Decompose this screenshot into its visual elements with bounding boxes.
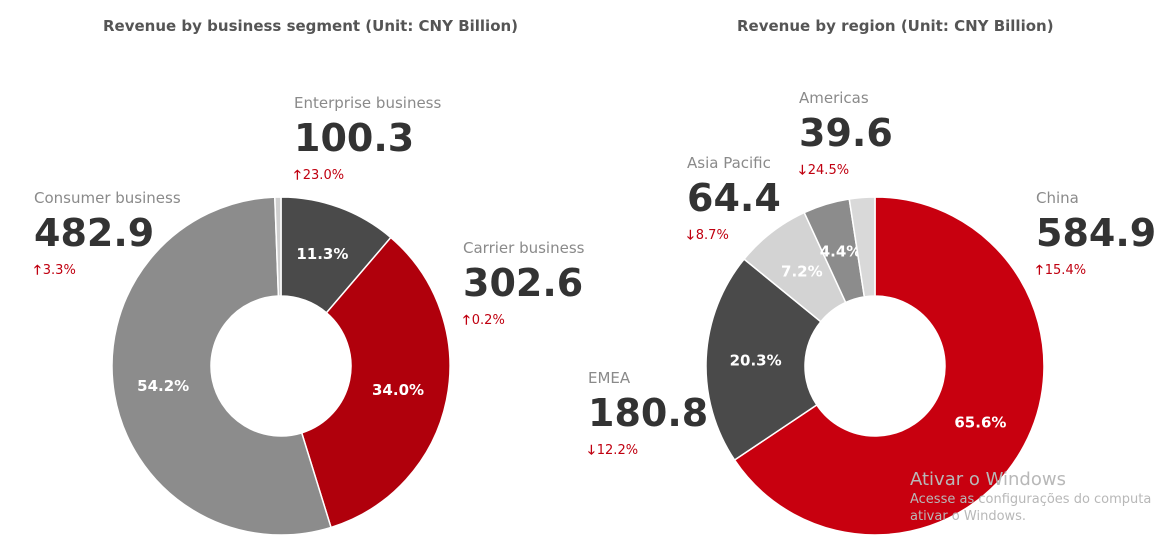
callout-name: Americas xyxy=(799,89,869,107)
callout-name: EMEA xyxy=(588,369,631,387)
callout-asia-pacific: Asia Pacific 64.4 🡓 8.7% xyxy=(687,154,781,248)
callout-name: Enterprise business xyxy=(294,94,442,112)
callout-name: Asia Pacific xyxy=(687,154,771,172)
donut-slice-carrier-business xyxy=(300,236,451,529)
callout-americas: Americas 39.6 🡓 24.5% xyxy=(799,89,893,183)
watermark-line: ativar o Windows. xyxy=(910,509,1027,524)
arrow-up-icon: 🡑 xyxy=(1036,263,1043,278)
slice-percent-label: 20.3% xyxy=(730,351,782,369)
slice-percent-label: 7.2% xyxy=(781,263,823,281)
arrow-down-icon: 🡓 xyxy=(799,163,806,178)
arrow-up-icon: 🡑 xyxy=(294,168,301,183)
callout-enterprise: Enterprise business 100.3 🡑 23.0% xyxy=(294,94,441,188)
callout-name: China xyxy=(1036,189,1079,207)
arrow-up-icon: 🡑 xyxy=(463,313,470,328)
donut-slice-other xyxy=(848,196,876,298)
callout-value: 584.9 xyxy=(1036,211,1155,255)
region-chart-title: Revenue by region (Unit: CNY Billion) xyxy=(737,17,1054,35)
slice-percent-label: 65.6% xyxy=(954,413,1006,431)
callout-change: 🡑 0.2% xyxy=(463,313,505,328)
callout-carrier: Carrier business 302.6 🡑 0.2% xyxy=(463,239,584,333)
donut-slice-other xyxy=(274,196,282,297)
callout-value: 302.6 xyxy=(463,261,584,305)
callout-change: 🡓 8.7% xyxy=(687,228,729,243)
callout-value: 39.6 xyxy=(799,111,893,155)
watermark-title: Ativar o Windows xyxy=(910,469,1066,490)
arrow-down-icon: 🡓 xyxy=(687,228,694,243)
windows-activation-watermark: Ativar o Windows Acesse as configurações… xyxy=(910,469,1151,524)
callout-consumer: Consumer business 482.9 🡑 3.3% xyxy=(34,189,181,283)
donut-slice-china xyxy=(733,196,1045,536)
callout-value: 100.3 xyxy=(294,116,415,160)
callout-name: Consumer business xyxy=(34,189,181,207)
slice-percent-label: 11.3% xyxy=(296,245,348,263)
callout-value: 180.8 xyxy=(588,391,709,435)
callout-change: 🡓 12.2% xyxy=(588,443,639,458)
callout-change: 🡑 3.3% xyxy=(34,263,76,278)
callout-value: 64.4 xyxy=(687,176,781,220)
arrow-up-icon: 🡑 xyxy=(34,263,41,278)
segment-chart-title: Revenue by business segment (Unit: CNY B… xyxy=(103,17,519,35)
callout-change: 🡑 15.4% xyxy=(1036,263,1087,278)
callout-change: 🡑 23.0% xyxy=(294,168,345,183)
arrow-down-icon: 🡓 xyxy=(588,443,595,458)
donut-slice-consumer-business xyxy=(111,196,332,536)
watermark-line: Acesse as configurações do computa xyxy=(910,492,1152,507)
slice-percent-label: 34.0% xyxy=(372,381,424,399)
callout-name: Carrier business xyxy=(463,239,585,257)
callout-china: China 584.9 🡑 15.4% xyxy=(1036,189,1155,283)
slice-percent-label: 4.4% xyxy=(820,243,862,261)
donut-slice-emea xyxy=(705,258,822,462)
callout-emea: EMEA 180.8 🡓 12.2% xyxy=(588,369,708,463)
callout-value: 482.9 xyxy=(34,211,155,255)
callout-change: 🡓 24.5% xyxy=(799,163,850,178)
slice-percent-label: 54.2% xyxy=(137,377,189,395)
